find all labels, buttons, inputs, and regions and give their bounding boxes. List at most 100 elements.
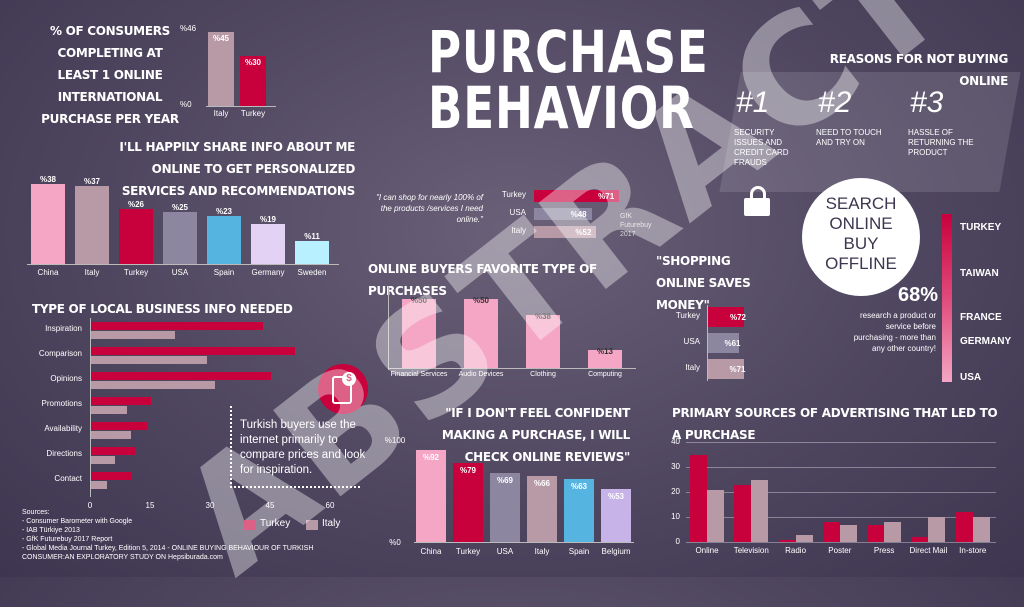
country-item: GERMANY [960,336,1012,347]
phone-dollar-icon: $ [318,364,368,414]
bar [91,372,271,380]
category-label: Italy [511,226,526,235]
bar [464,298,498,368]
grid-line [686,517,996,518]
category-label: In-store [959,546,987,555]
value-label: %69 [496,476,513,485]
category-label: Inspiration [45,324,82,333]
bar [526,315,560,368]
bar [884,522,902,542]
reason-3-num: #3 [910,86,944,119]
turkish-callout-text: Turkish buyers use the internet primaril… [240,419,366,476]
category-label: USA [509,208,526,217]
country-item: USA [960,372,982,383]
bar [31,184,65,264]
category-label: Italy [685,363,700,372]
ytick-label: 40 [671,437,680,446]
value-label: %45 [212,33,229,43]
source-line: - GfK Futurebuy 2017 Report [22,536,113,543]
value-label: %13 [596,347,613,357]
value-label: %19 [259,215,276,225]
axis-x [388,368,636,369]
bar [564,479,594,542]
bar [867,524,885,542]
country-item: TAIWAN [960,268,999,279]
fav-purchase-title: ONLINE BUYERS FAVORITE TYPE OF PURCHASES [368,262,597,298]
ytick-label: 20 [671,487,680,496]
bar [91,431,131,439]
category-label: Poster [828,546,852,555]
fav-purchase-chart: %50 Financial Services %50 Audio Devices %38… [388,282,638,382]
value-label: %38 [39,175,56,185]
share-info-chart: %38 China %37 Italy %26 Turkey %25 USA %23 Spain%… [25,170,345,285]
bar [690,454,707,542]
bar [534,226,597,238]
value-label: %11 [304,231,320,241]
value-label: %50 [472,295,489,305]
value-label: %25 [171,202,188,212]
value-label: %53 [607,492,624,501]
category-label: Directions [46,449,82,458]
axis-x [414,542,634,543]
ytick-label: %0 [389,538,401,547]
bar [928,517,946,542]
axis-y [388,286,389,370]
category-label: Spain [213,268,235,277]
ytick-label: 30 [671,462,680,471]
bar [91,406,127,414]
source-line: CONSUMER:AN EXPLORATORY STUDY ON Hepsibu… [22,554,223,561]
category-label: USA [171,268,189,277]
reason-3-text: HASSLE OF RETURNING THE PRODUCT [908,128,974,157]
legend-italy-label: Italy [322,518,341,529]
category-label: Radio [785,546,807,555]
bar [588,350,622,368]
gfk-source: GfK Futurebuy 2017 [620,213,652,238]
bar [708,333,739,353]
bar [490,473,520,542]
value-label: %79 [459,466,476,475]
source-line: Sources: [22,509,50,516]
category-label: China [420,547,442,556]
share-info-title: I'LL HAPPILY SHARE INFO ABOUT ME ONLINE … [119,140,355,198]
category-label: Financial Services [390,371,448,378]
bar [91,347,295,355]
value-label: %71 [598,192,615,201]
value-label: %37 [83,177,100,187]
category-label: Italy [84,268,100,277]
category-label: Availability [44,424,82,433]
search-line1: SEARCH [825,194,897,213]
category-label: Turkey [123,268,149,277]
bar [822,522,840,542]
xtick-label: 30 [205,501,215,510]
category-label: Turkey [501,190,526,199]
bar [955,512,973,542]
legend-italy-swatch [306,520,318,530]
page-title-line1: PURCHASE [428,18,709,86]
source-line: - IAB Türkiye 2013 [22,527,80,534]
country-item: TURKEY [960,222,1002,233]
bar [91,472,131,480]
ytick-label: 10 [671,512,680,521]
saves-money-chart: Turkey %72 USA %61 Italy %71 [662,305,782,383]
bar [240,56,266,106]
category-label: Audio Devices [458,371,504,378]
category-label: China [37,268,59,277]
bar [751,479,769,542]
value-label: %30 [244,58,261,68]
category-label: Turkey [675,311,700,320]
bar [91,481,107,489]
bar [91,322,263,330]
reason-1-num: #1 [736,86,770,119]
bar [251,224,285,264]
category-label: Promotions [41,399,82,408]
country-item: FRANCE [960,312,1002,323]
page-title-line2: BEHAVIOR [428,74,695,142]
category-label: Online [695,546,719,555]
xtick-label: 15 [145,501,155,510]
legend-turkey-swatch [244,520,256,530]
category-label: Italy [213,109,229,118]
bar [91,422,147,430]
turkish-callout-box [230,406,360,488]
grid-line [686,542,996,543]
category-label: USA [496,547,514,556]
